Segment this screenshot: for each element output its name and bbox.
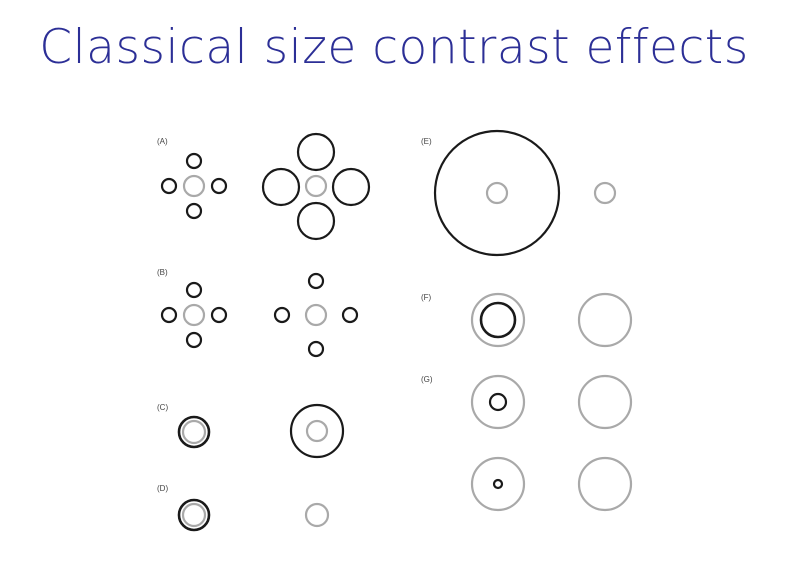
panel-a-left-inducer-right xyxy=(210,177,228,195)
panel-d-left-ring xyxy=(177,498,211,532)
panel-a-right-inducer-top xyxy=(296,132,336,172)
panel-e-left-target xyxy=(485,181,509,205)
panel-c-label: (C) xyxy=(157,403,168,412)
panel-f-left-display xyxy=(470,292,526,348)
panel-c-left-display xyxy=(177,415,211,449)
panel-c-left-target xyxy=(181,419,207,445)
panel-b-right-inducer-left xyxy=(273,306,291,324)
panel-c-right-target xyxy=(305,419,329,443)
panel-e-left-display xyxy=(433,129,561,257)
panel-c: (C) xyxy=(157,403,345,459)
panel-a-right-inducer-right xyxy=(331,167,371,207)
panel-d-right-display xyxy=(304,502,330,528)
panel-b-right-display xyxy=(273,272,359,358)
panel-g-top-right-ring xyxy=(577,374,633,430)
panel-f-right-ring xyxy=(577,292,633,348)
panel-c-right-display xyxy=(289,403,345,459)
panel-d: (D) xyxy=(157,484,330,532)
panel-g-top-left-ring xyxy=(470,374,526,430)
panel-a: (A) xyxy=(157,132,371,241)
panel-e: (E) xyxy=(421,129,617,257)
panel-b: (B) xyxy=(157,268,359,358)
panel-d-left-target xyxy=(181,502,207,528)
panel-b-right-inducer-top xyxy=(307,272,325,290)
panel-a-right-inducer-bottom xyxy=(296,201,336,241)
panel-g-bottom-right-ring xyxy=(577,456,633,512)
panel-e-left-ring xyxy=(433,129,561,257)
panel-g-bottom-left-inner-disk xyxy=(492,478,504,490)
panel-b-right-inducer-right xyxy=(341,306,359,324)
slide-title: Classical size contrast effects xyxy=(39,20,749,75)
panel-a-left-inducer-top xyxy=(185,152,203,170)
panel-b-left-inducer-right xyxy=(210,306,228,324)
panel-a-label: (A) xyxy=(157,137,168,146)
panel-b-right-target xyxy=(304,303,328,327)
panel-f: (F) xyxy=(421,292,633,348)
panel-a-right-display xyxy=(261,132,371,241)
panel-a-right-inducer-left xyxy=(261,167,301,207)
panel-a-left-inducer-left xyxy=(160,177,178,195)
panel-d-label: (D) xyxy=(157,484,168,493)
panel-g-bottom-left-ring xyxy=(470,456,526,512)
panel-e-right-display xyxy=(593,181,617,205)
panel-f-left-inner-disk xyxy=(479,301,517,339)
panel-g-top-right-display xyxy=(577,374,633,430)
panel-b-right-inducer-bottom xyxy=(307,340,325,358)
panel-f-label: (F) xyxy=(421,293,432,302)
panel-a-left-target xyxy=(182,174,206,198)
panel-g-label: (G) xyxy=(421,375,433,384)
panel-d-right-target xyxy=(304,502,330,528)
panel-b-left-display xyxy=(160,281,228,349)
panel-b-left-inducer-top xyxy=(185,281,203,299)
panel-f-left-outer-ring xyxy=(470,292,526,348)
panel-g-top-left-display xyxy=(470,374,526,430)
panel-a-right-target xyxy=(304,174,328,198)
panel-c-right-ring xyxy=(289,403,345,459)
panel-g-top-left-inner-disk xyxy=(488,392,508,412)
panel-b-left-target xyxy=(182,303,206,327)
panel-g-bottom-right-display xyxy=(577,456,633,512)
panel-f-right-display xyxy=(577,292,633,348)
panel-d-left-display xyxy=(177,498,211,532)
panel-g: (G) xyxy=(421,374,633,512)
panel-b-label: (B) xyxy=(157,268,168,277)
panel-e-right-target xyxy=(593,181,617,205)
panel-a-left-inducer-bottom xyxy=(185,202,203,220)
panel-c-left-ring xyxy=(177,415,211,449)
panel-g-bottom-left-display xyxy=(470,456,526,512)
panel-a-left-display xyxy=(160,152,228,220)
panel-e-label: (E) xyxy=(421,137,432,146)
panel-b-left-inducer-bottom xyxy=(185,331,203,349)
panel-b-left-inducer-left xyxy=(160,306,178,324)
